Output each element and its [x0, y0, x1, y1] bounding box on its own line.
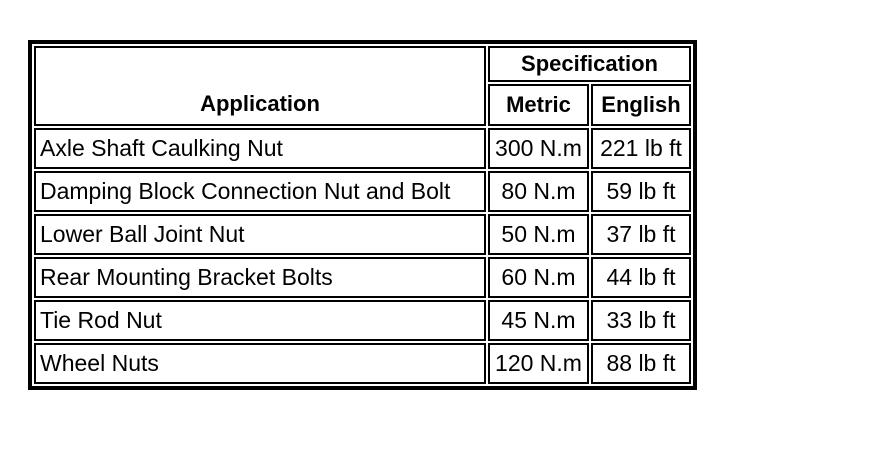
metric-value-cell: 60 N.m — [488, 257, 589, 298]
english-column-header: English — [591, 84, 691, 126]
metric-value-cell: 120 N.m — [488, 343, 589, 384]
application-cell: Axle Shaft Caulking Nut — [34, 128, 486, 169]
application-cell: Rear Mounting Bracket Bolts — [34, 257, 486, 298]
header-row-specification: Application Specification — [34, 46, 691, 126]
metric-value-cell: 80 N.m — [488, 171, 589, 212]
application-cell: Tie Rod Nut — [34, 300, 486, 341]
english-value-cell: 88 lb ft — [591, 343, 691, 384]
metric-value-cell: 50 N.m — [488, 214, 589, 255]
metric-value-cell: 45 N.m — [488, 300, 589, 341]
application-cell: Lower Ball Joint Nut — [34, 214, 486, 255]
table-row-axle-shaft-caulking-nut: Axle Shaft Caulking Nut 300 N.m 221 lb f… — [34, 128, 691, 169]
header-row-units: Metric English — [34, 84, 691, 126]
english-value-cell: 221 lb ft — [591, 128, 691, 169]
english-value-cell: 44 lb ft — [591, 257, 691, 298]
table-row-wheel-nuts: Wheel Nuts 120 N.m 88 lb ft — [34, 343, 691, 384]
english-value-cell: 37 lb ft — [591, 214, 691, 255]
torque-specification-table: Application Specification Metric English… — [28, 40, 697, 390]
application-column-header: Application — [34, 46, 486, 126]
table-row-damping-block-connection: Damping Block Connection Nut and Bolt 80… — [34, 171, 691, 212]
table-row-tie-rod-nut: Tie Rod Nut 45 N.m 33 lb ft — [34, 300, 691, 341]
metric-column-header: Metric — [488, 84, 589, 126]
application-cell: Wheel Nuts — [34, 343, 486, 384]
table-row-lower-ball-joint-nut: Lower Ball Joint Nut 50 N.m 37 lb ft — [34, 214, 691, 255]
table-row-rear-mounting-bracket-bolts: Rear Mounting Bracket Bolts 60 N.m 44 lb… — [34, 257, 691, 298]
english-value-cell: 59 lb ft — [591, 171, 691, 212]
english-value-cell: 33 lb ft — [591, 300, 691, 341]
specification-column-header: Specification — [488, 46, 691, 82]
application-cell: Damping Block Connection Nut and Bolt — [34, 171, 486, 212]
metric-value-cell: 300 N.m — [488, 128, 589, 169]
